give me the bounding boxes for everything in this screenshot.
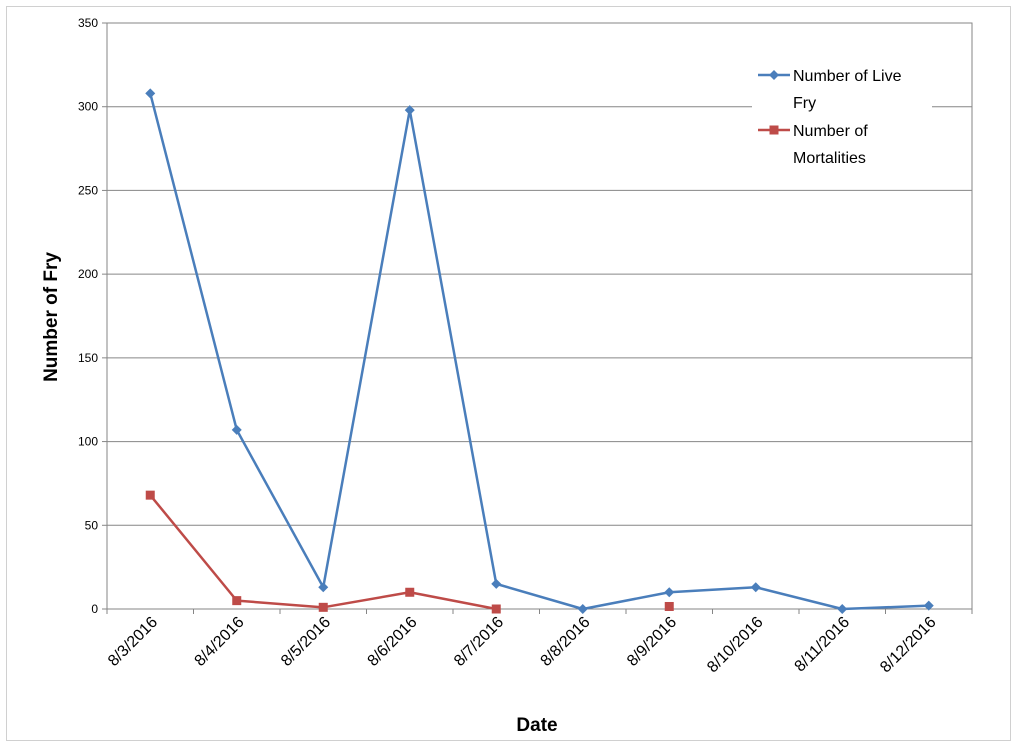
series-line: [149, 93, 929, 611]
legend-marker: [769, 70, 779, 80]
data-point: [145, 490, 155, 500]
legend-label: Fry: [793, 95, 816, 112]
data-point: [577, 604, 588, 614]
x-tick-label: 8/8/2016: [538, 614, 594, 670]
x-tick-label: 8/10/2016: [704, 614, 766, 676]
data-point: [404, 105, 415, 116]
legend: Number of Live Fry Number of Mortalities: [752, 60, 932, 172]
x-tick-label: 8/5/2016: [278, 614, 334, 670]
data-point: [664, 587, 675, 598]
y-tick-label: 250: [78, 183, 98, 197]
y-tick-label: 350: [78, 16, 98, 30]
y-axis-ticks: 0 50 100 150 200 250 300 350: [78, 16, 107, 616]
x-tick-label: 8/3/2016: [105, 614, 161, 670]
x-tick-label: 8/7/2016: [451, 614, 507, 670]
x-tick-label: 8/9/2016: [624, 614, 680, 670]
y-tick-label: 300: [78, 100, 98, 114]
data-point: [664, 601, 674, 611]
data-point: [145, 88, 156, 99]
series-2: [145, 490, 674, 614]
x-axis-title: Date: [516, 715, 557, 736]
grid-lines: [107, 22, 972, 526]
y-tick-label: 100: [78, 435, 98, 449]
x-tick-label: 8/4/2016: [192, 614, 248, 670]
legend-label: Number of Live: [793, 68, 902, 85]
series-1: [145, 88, 934, 614]
x-axis-ticks: 8/3/2016 8/4/2016 8/5/2016 8/6/2016 8/7/2016…: [105, 609, 973, 676]
data-point: [318, 582, 329, 593]
y-tick-label: 0: [91, 602, 98, 616]
data-point: [491, 578, 502, 589]
legend-background: [752, 60, 932, 172]
legend-label: Mortalities: [793, 150, 866, 167]
series-layer: [145, 88, 934, 614]
data-point: [405, 587, 415, 597]
data-point: [318, 602, 328, 612]
y-tick-label: 50: [85, 518, 99, 532]
legend-marker: [769, 125, 779, 135]
x-tick-label: 8/12/2016: [877, 614, 939, 676]
data-point: [231, 424, 242, 435]
data-point: [923, 600, 934, 611]
y-axis-title: Number of Fry: [41, 252, 62, 382]
chart-frame: [6, 6, 1011, 741]
data-point: [232, 596, 242, 606]
data-point: [750, 582, 761, 593]
y-tick-label: 200: [78, 267, 98, 281]
data-point: [491, 604, 501, 614]
data-point: [837, 604, 848, 614]
legend-label: Number of: [793, 123, 868, 140]
x-tick-label: 8/6/2016: [365, 614, 421, 670]
x-tick-label: 8/11/2016: [792, 614, 854, 676]
y-tick-label: 150: [78, 351, 98, 365]
